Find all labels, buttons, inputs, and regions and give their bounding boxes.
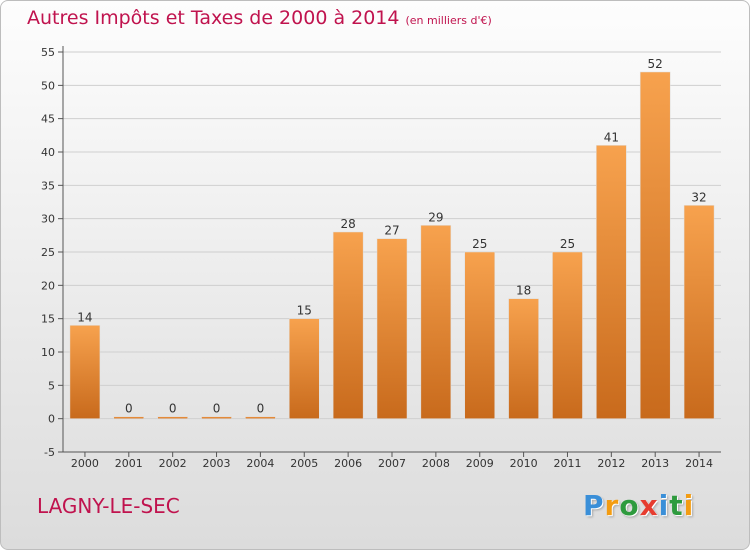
brand-logo: Proxiti [583, 489, 694, 522]
brand-letter: i [683, 489, 695, 522]
brand-letter: P [583, 489, 605, 522]
chart-subtitle: (en milliers d'€) [405, 14, 492, 27]
x-tick-label: 2008 [422, 457, 450, 470]
y-tick-label: 25 [41, 246, 55, 259]
bar-2010 [508, 298, 539, 419]
x-tick-label: 2012 [597, 457, 625, 470]
data-label: 32 [691, 190, 706, 204]
x-tick-label: 2013 [641, 457, 669, 470]
data-label: 18 [516, 284, 531, 298]
y-tick-label: 50 [41, 79, 55, 92]
brand-letter: x [639, 489, 659, 522]
data-label: 15 [297, 304, 312, 318]
bar-2009 [464, 251, 495, 419]
x-tick-label: 2003 [203, 457, 231, 470]
brand-letter: t [669, 489, 684, 522]
y-tick-label: 35 [41, 179, 55, 192]
data-label: 41 [604, 130, 619, 144]
title-text: Autres Impôts et Taxes de 2000 à 2014 [27, 7, 400, 29]
y-tick-label: 0 [48, 413, 55, 426]
bar-2004 [245, 416, 276, 419]
data-label: 0 [257, 402, 265, 416]
bar-2001 [113, 416, 145, 419]
bar-2007 [376, 238, 408, 419]
bar-2013 [639, 71, 671, 419]
bars [69, 71, 715, 419]
data-label: 0 [169, 402, 177, 416]
data-label: 0 [125, 402, 133, 416]
chart-title: Autres Impôts et Taxes de 2000 à 2014 (en… [27, 7, 492, 29]
y-tick-label: 30 [41, 213, 55, 226]
data-label: 25 [560, 237, 575, 251]
y-tick-label: 10 [41, 346, 55, 359]
y-tick-label: 15 [41, 313, 55, 326]
bar-2003 [201, 416, 232, 419]
data-label: 14 [77, 310, 92, 324]
bar-2008 [420, 225, 452, 419]
data-labels: 14 0 0 0 0 15 28 27 29 25 18 25 41 52 32 [77, 57, 706, 416]
x-tick-label: 2009 [466, 457, 494, 470]
y-tick-label: 5 [48, 379, 55, 392]
bar-2011 [552, 251, 583, 419]
location-name: LAGNY-LE-SEC [37, 494, 180, 518]
x-tick-label: 2004 [246, 457, 274, 470]
data-label: 27 [384, 224, 399, 238]
x-tick-label: 2006 [334, 457, 362, 470]
bar-2014 [683, 205, 715, 419]
x-axis-ticks: 2000 2001 2002 2003 2004 2005 2006 2007 2008 2009… [71, 452, 713, 470]
bar-2005 [289, 318, 320, 419]
data-label: 52 [648, 57, 663, 71]
data-label: 29 [428, 210, 443, 224]
bar-2006 [332, 231, 364, 419]
x-tick-label: 2014 [685, 457, 713, 470]
y-tick-label: 40 [41, 146, 55, 159]
x-tick-label: 2002 [159, 457, 187, 470]
y-tick-label: 55 [41, 46, 55, 59]
x-tick-label: 2010 [510, 457, 538, 470]
x-tick-label: 2000 [71, 457, 99, 470]
brand-letter: o [619, 489, 640, 522]
bar-2000 [69, 325, 101, 419]
y-axis-ticks: -5 0 5 10 15 20 25 30 35 40 45 50 55 [41, 46, 63, 459]
y-tick-label: 45 [41, 113, 55, 126]
brand-letter: r [604, 489, 620, 522]
bar-2012 [596, 145, 627, 419]
bar-2002 [157, 416, 188, 419]
brand-letter: i [658, 489, 670, 522]
data-label: 28 [340, 217, 355, 231]
data-label: 0 [213, 402, 221, 416]
x-tick-label: 2011 [553, 457, 581, 470]
x-tick-label: 2001 [115, 457, 143, 470]
x-tick-label: 2005 [290, 457, 318, 470]
data-label: 25 [472, 237, 487, 251]
x-tick-label: 2007 [378, 457, 406, 470]
y-tick-label: 20 [41, 279, 55, 292]
y-tick-label: -5 [44, 446, 55, 459]
